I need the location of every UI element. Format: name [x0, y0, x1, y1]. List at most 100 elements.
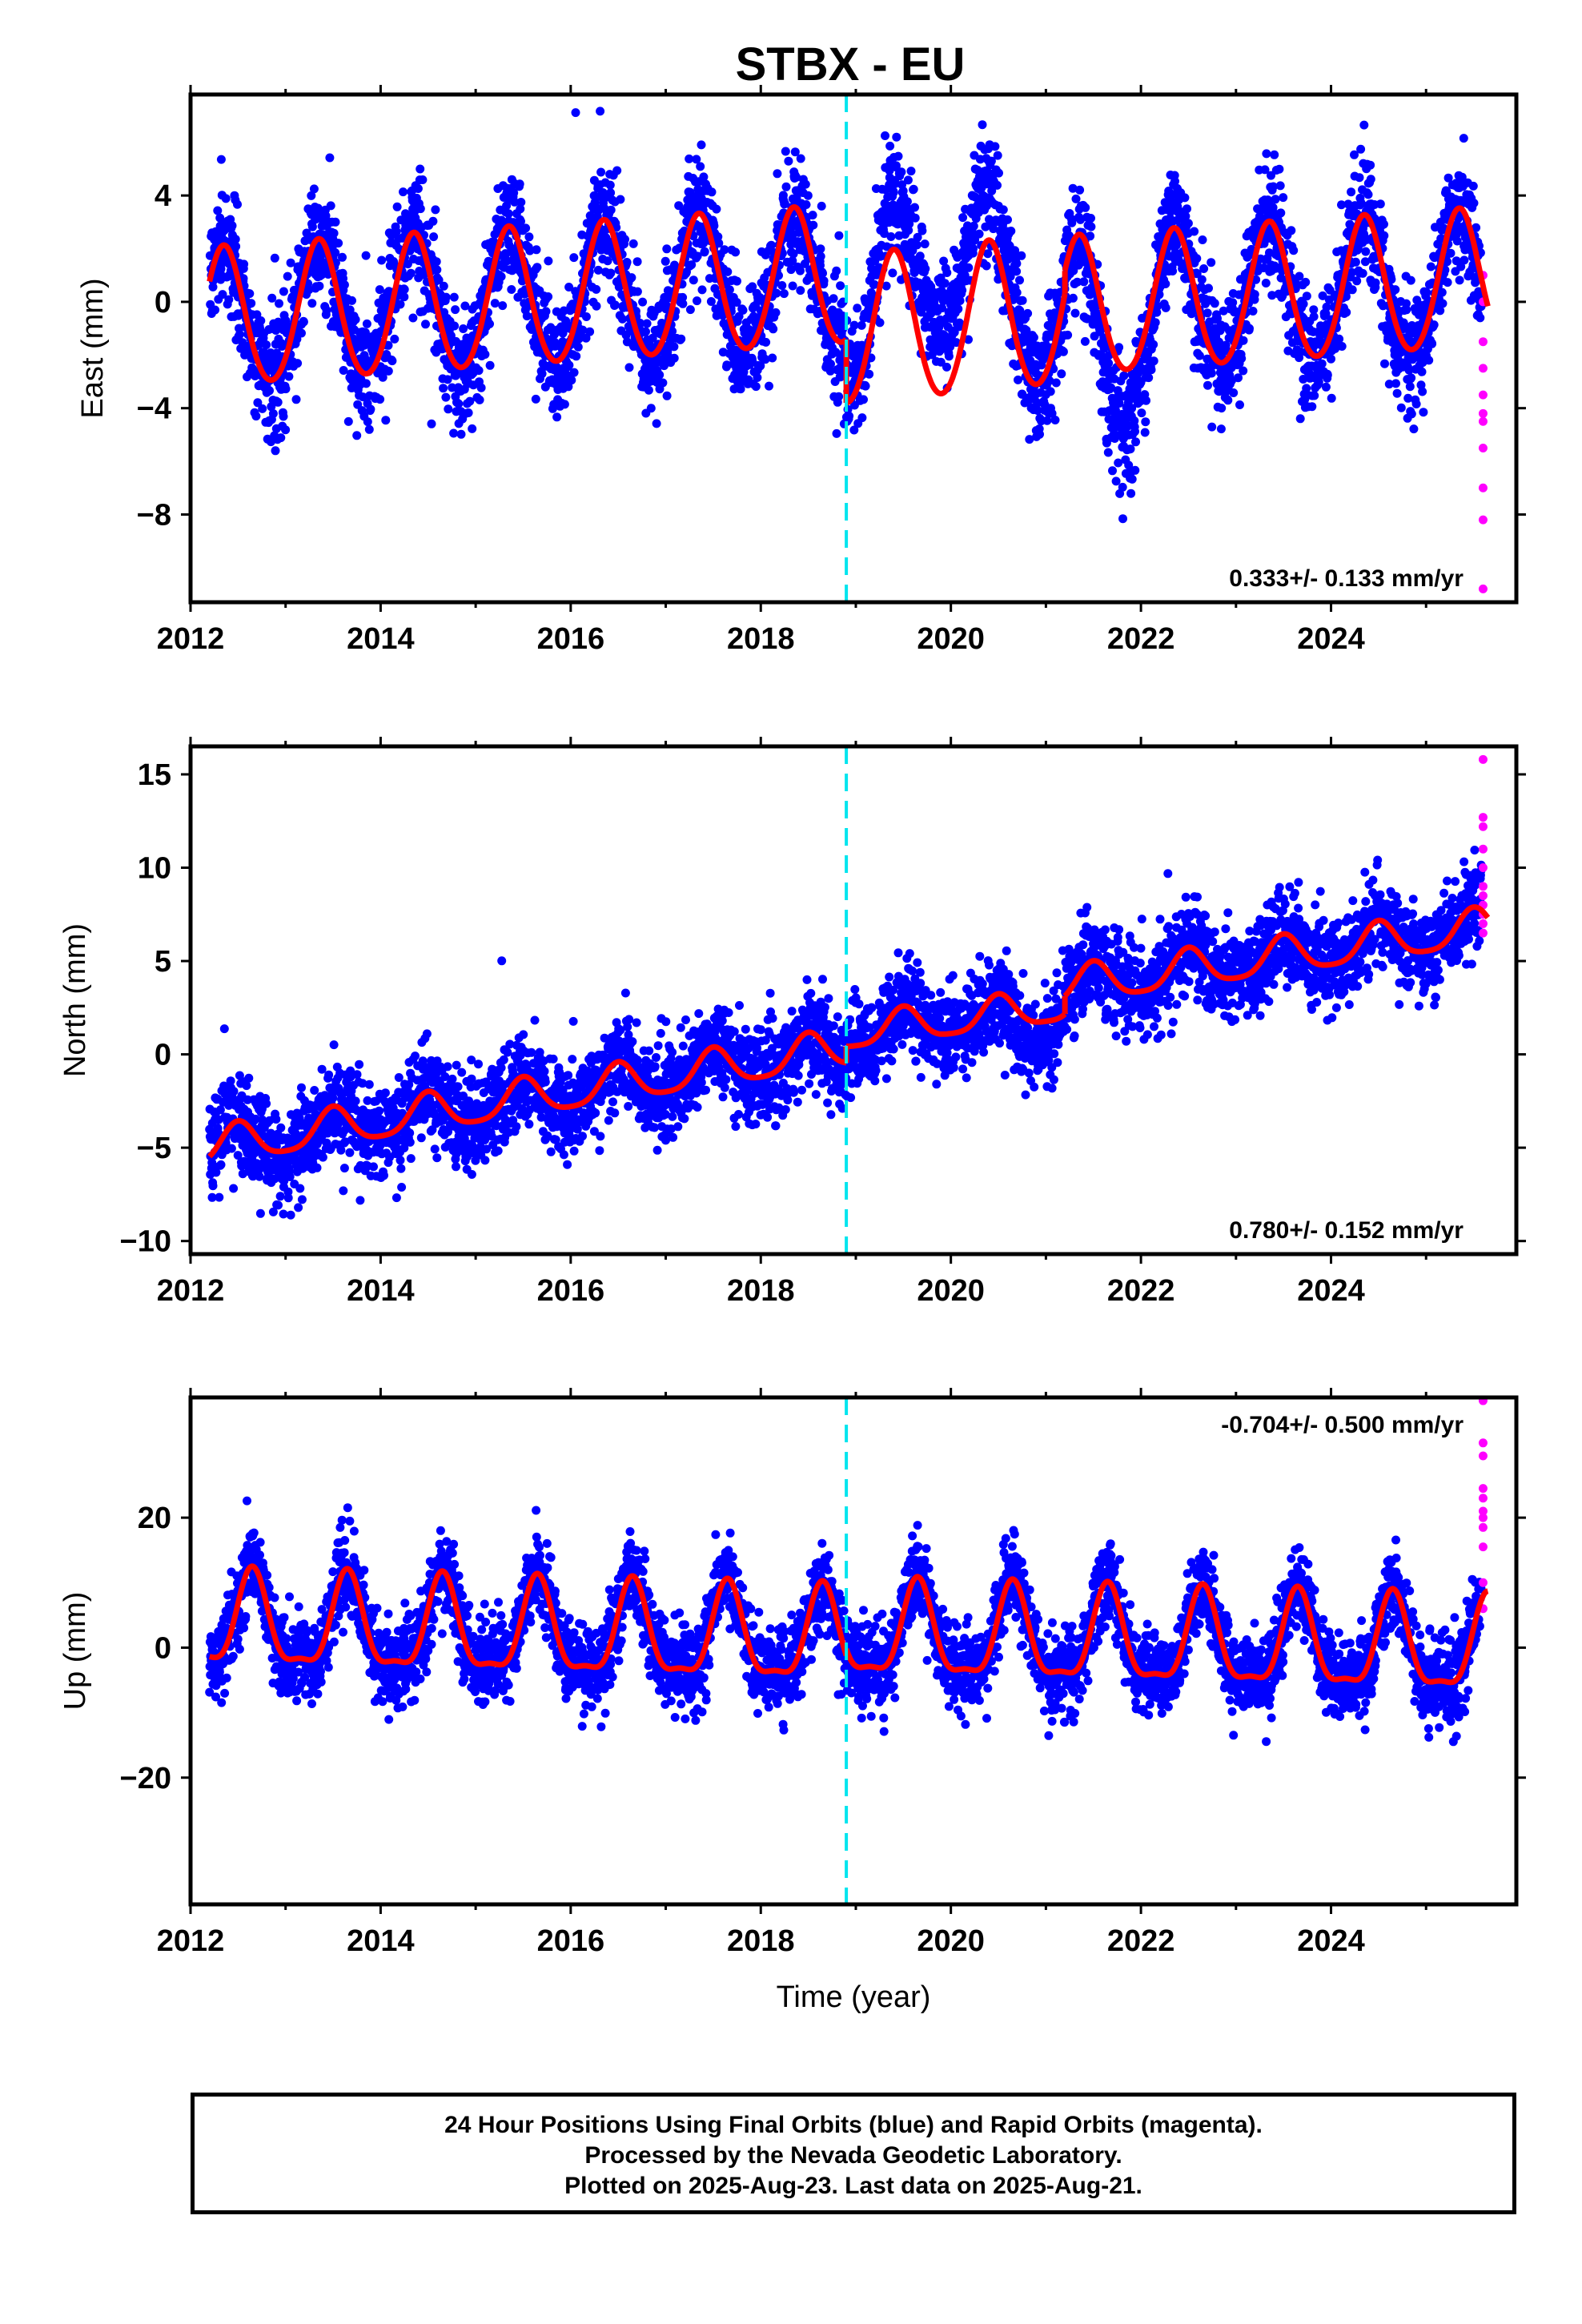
data-point [1411, 400, 1421, 408]
data-point [674, 201, 684, 211]
data-point [1384, 380, 1394, 389]
data-point [678, 292, 688, 302]
data-point [1082, 314, 1092, 324]
data-point [692, 155, 701, 164]
data-point [416, 164, 425, 174]
data-point [1248, 307, 1258, 316]
data-point [1114, 343, 1124, 352]
data-point [219, 1024, 229, 1034]
data-point [1322, 302, 1331, 312]
data-point [284, 372, 294, 381]
data-point [668, 327, 677, 336]
data-point [1478, 408, 1488, 418]
data-point [432, 265, 442, 275]
y-axis-label: East (mm) [76, 278, 110, 418]
data-point [240, 350, 250, 360]
data-point [818, 268, 827, 278]
data-point [661, 256, 670, 266]
data-point [1137, 408, 1146, 418]
data-point [1391, 379, 1400, 388]
data-point [309, 184, 319, 194]
data-point [845, 412, 854, 420]
data-point [465, 396, 475, 406]
data-point [646, 404, 656, 413]
data-point [1391, 285, 1400, 295]
data-point [1119, 371, 1129, 380]
data-point [1361, 247, 1371, 256]
data-point [345, 305, 355, 315]
data-point [460, 301, 470, 311]
x-tick-label: 2012 [157, 622, 225, 656]
data-point [1380, 359, 1389, 368]
data-point [1347, 285, 1357, 295]
data-point [326, 201, 335, 211]
data-point [687, 260, 697, 270]
data-point [578, 325, 588, 335]
data-point [1358, 268, 1367, 278]
data-point [1443, 278, 1452, 287]
data-point [725, 285, 734, 295]
data-point [1289, 246, 1299, 255]
data-point [825, 366, 835, 376]
data-point [1356, 144, 1366, 154]
y-tick-label: −8 [137, 498, 171, 532]
data-point [231, 235, 240, 244]
data-point [439, 281, 448, 291]
data-point [1161, 303, 1170, 312]
data-point [733, 276, 741, 286]
data-point [632, 257, 642, 267]
data-point [459, 324, 468, 333]
data-point [1033, 406, 1042, 416]
data-point [1437, 287, 1447, 297]
data-point [834, 231, 844, 240]
plot-area [205, 94, 1491, 602]
data-point [766, 240, 776, 250]
data-point [657, 319, 667, 328]
data-point [1207, 368, 1216, 378]
data-point [299, 317, 308, 327]
data-point [307, 222, 317, 231]
data-point [1459, 134, 1468, 143]
north-panel: 2012 2014 2016 2018 2020 2022 2024−10−5051015N… [58, 737, 1526, 1308]
data-point [789, 249, 798, 259]
data-point [208, 1181, 218, 1191]
data-point [1058, 347, 1068, 356]
data-point [274, 1200, 283, 1210]
data-point [1396, 403, 1406, 412]
data-point [761, 337, 771, 347]
data-point [381, 416, 391, 425]
data-point [1012, 287, 1022, 297]
data-point [1341, 292, 1351, 301]
data-point [886, 232, 896, 241]
data-point [1245, 324, 1254, 333]
data-point [507, 285, 516, 294]
data-point [904, 226, 913, 235]
data-point [853, 304, 862, 313]
data-point [685, 305, 695, 315]
data-point [331, 217, 340, 227]
data-point [914, 278, 924, 287]
data-point [1111, 476, 1121, 486]
data-point [279, 412, 288, 421]
data-point [1142, 396, 1150, 405]
data-point [293, 359, 303, 368]
data-point [816, 260, 825, 270]
data-point [1050, 416, 1060, 424]
data-point [616, 195, 625, 204]
data-point [331, 248, 340, 257]
data-point [1051, 378, 1061, 388]
data-point [652, 419, 661, 428]
data-point [1103, 448, 1113, 457]
data-point [1335, 334, 1344, 344]
data-point [276, 1123, 286, 1132]
data-point [978, 120, 987, 130]
data-point [216, 1160, 226, 1169]
data-point [1192, 269, 1202, 279]
data-point [1321, 382, 1331, 392]
data-point [573, 342, 583, 352]
data-point [375, 395, 385, 404]
data-point [610, 300, 620, 310]
data-point [464, 408, 473, 417]
data-point [1203, 380, 1212, 390]
data-point [504, 209, 513, 219]
